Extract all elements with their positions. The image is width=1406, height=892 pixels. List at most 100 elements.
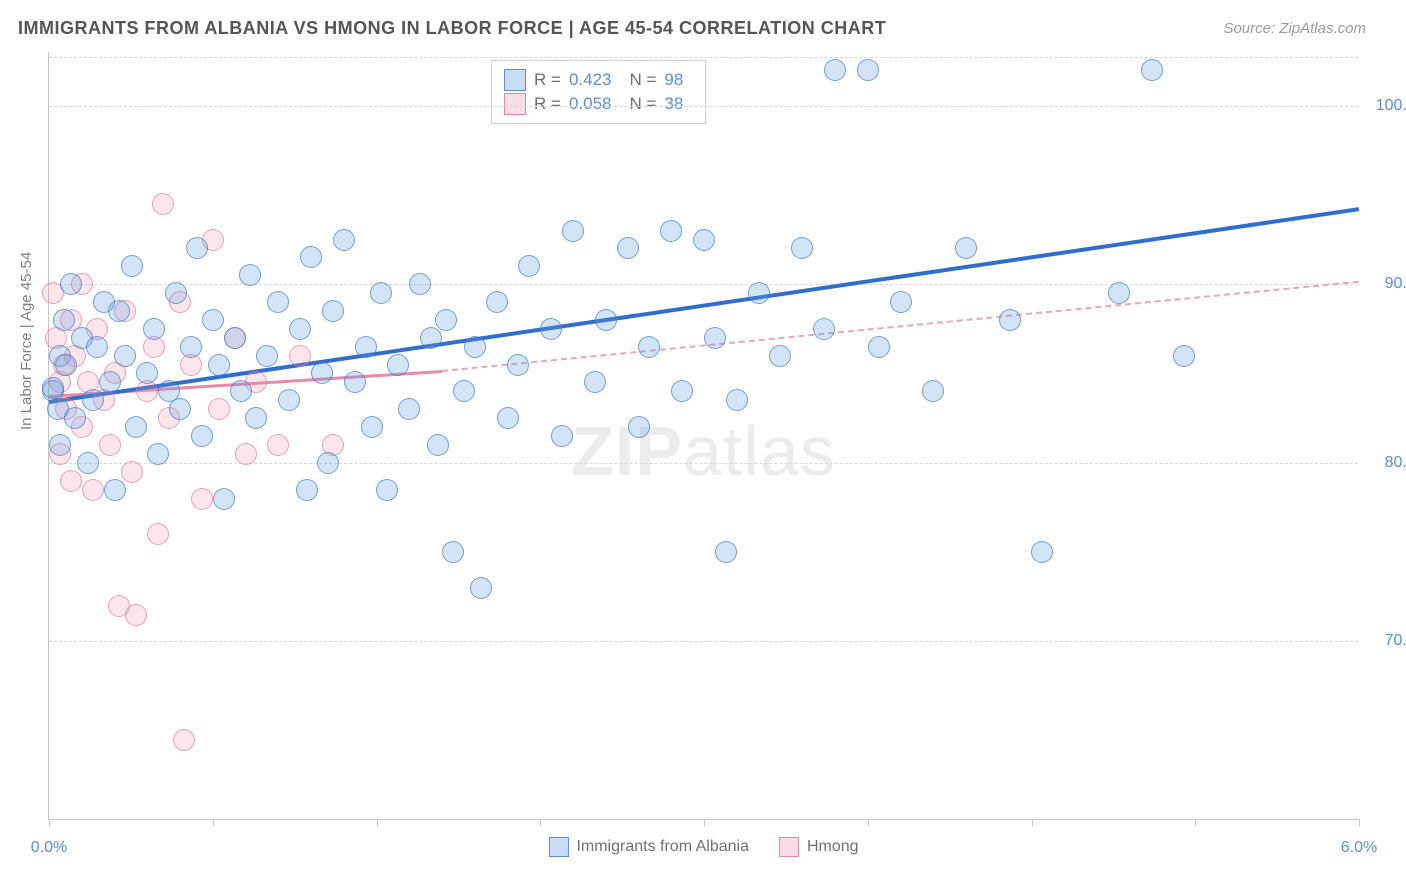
data-point xyxy=(180,336,202,358)
data-point xyxy=(470,577,492,599)
data-point xyxy=(64,407,86,429)
data-point xyxy=(1141,59,1163,81)
source-attribution: Source: ZipAtlas.com xyxy=(1223,20,1366,37)
data-point xyxy=(387,354,409,376)
data-point xyxy=(235,443,257,465)
y-axis-label: In Labor Force | Age 45-54 xyxy=(18,252,35,430)
data-point xyxy=(245,407,267,429)
data-point xyxy=(486,291,508,313)
data-point xyxy=(42,377,64,399)
data-point xyxy=(628,416,650,438)
x-tick xyxy=(1032,819,1033,826)
data-point xyxy=(82,479,104,501)
data-point xyxy=(540,318,562,340)
data-point xyxy=(289,318,311,340)
y-tick-label: 80.0% xyxy=(1370,454,1406,472)
data-point xyxy=(638,336,660,358)
data-point xyxy=(173,729,195,751)
data-point xyxy=(99,434,121,456)
data-point xyxy=(289,345,311,367)
data-point xyxy=(442,541,464,563)
legend: Immigrants from AlbaniaHmong xyxy=(548,837,858,857)
x-tick xyxy=(377,819,378,826)
data-point xyxy=(169,398,191,420)
x-tick xyxy=(213,819,214,826)
data-point xyxy=(922,380,944,402)
legend-label: Hmong xyxy=(807,838,859,856)
x-tick xyxy=(49,819,50,826)
x-tick xyxy=(1195,819,1196,826)
data-point xyxy=(300,246,322,268)
data-point xyxy=(595,309,617,331)
data-point xyxy=(322,300,344,322)
data-point xyxy=(278,389,300,411)
data-point xyxy=(267,291,289,313)
data-point xyxy=(147,443,169,465)
data-point xyxy=(267,434,289,456)
stats-swatch xyxy=(504,69,526,91)
data-point xyxy=(239,264,261,286)
data-point xyxy=(77,452,99,474)
data-point xyxy=(660,220,682,242)
data-point xyxy=(420,327,442,349)
chart-title: IMMIGRANTS FROM ALBANIA VS HMONG IN LABO… xyxy=(18,18,886,39)
data-point xyxy=(693,229,715,251)
data-point xyxy=(317,452,339,474)
x-tick xyxy=(868,819,869,826)
data-point xyxy=(82,389,104,411)
data-point xyxy=(497,407,519,429)
correlation-stats-box: R =0.423N =98R =0.058N =38 xyxy=(491,60,706,124)
data-point xyxy=(125,604,147,626)
data-point xyxy=(376,479,398,501)
data-point xyxy=(86,336,108,358)
x-tick xyxy=(1359,819,1360,826)
data-point xyxy=(55,354,77,376)
data-point xyxy=(868,336,890,358)
data-point xyxy=(311,362,333,384)
gridline xyxy=(49,641,1358,642)
data-point xyxy=(361,416,383,438)
data-point xyxy=(857,59,879,81)
data-point xyxy=(398,398,420,420)
data-point xyxy=(584,371,606,393)
data-point xyxy=(224,327,246,349)
y-tick-label: 90.0% xyxy=(1370,275,1406,293)
gridline xyxy=(49,106,1358,107)
data-point xyxy=(165,282,187,304)
data-point xyxy=(562,220,584,242)
data-point xyxy=(99,371,121,393)
data-point xyxy=(49,434,71,456)
data-point xyxy=(748,282,770,304)
stats-row: R =0.423N =98 xyxy=(504,69,693,91)
data-point xyxy=(191,488,213,510)
data-point xyxy=(518,255,540,277)
stats-row: R =0.058N =38 xyxy=(504,93,693,115)
x-tick xyxy=(540,819,541,826)
data-point xyxy=(344,371,366,393)
stats-r-label: R = xyxy=(534,70,561,90)
stats-swatch xyxy=(504,93,526,115)
data-point xyxy=(202,309,224,331)
data-point xyxy=(108,300,130,322)
data-point xyxy=(333,229,355,251)
data-point xyxy=(617,237,639,259)
legend-swatch xyxy=(548,837,568,857)
data-point xyxy=(355,336,377,358)
data-point xyxy=(186,237,208,259)
data-point xyxy=(704,327,726,349)
stats-n-value: 98 xyxy=(664,70,683,90)
data-point xyxy=(955,237,977,259)
data-point xyxy=(890,291,912,313)
data-point xyxy=(143,318,165,340)
data-point xyxy=(999,309,1021,331)
data-point xyxy=(1108,282,1130,304)
data-point xyxy=(551,425,573,447)
data-point xyxy=(427,434,449,456)
stats-n-value: 38 xyxy=(664,94,683,114)
data-point xyxy=(453,380,475,402)
stats-n-label: N = xyxy=(629,94,656,114)
data-point xyxy=(370,282,392,304)
data-point xyxy=(435,309,457,331)
data-point xyxy=(125,416,147,438)
stats-r-value: 0.423 xyxy=(569,70,612,90)
